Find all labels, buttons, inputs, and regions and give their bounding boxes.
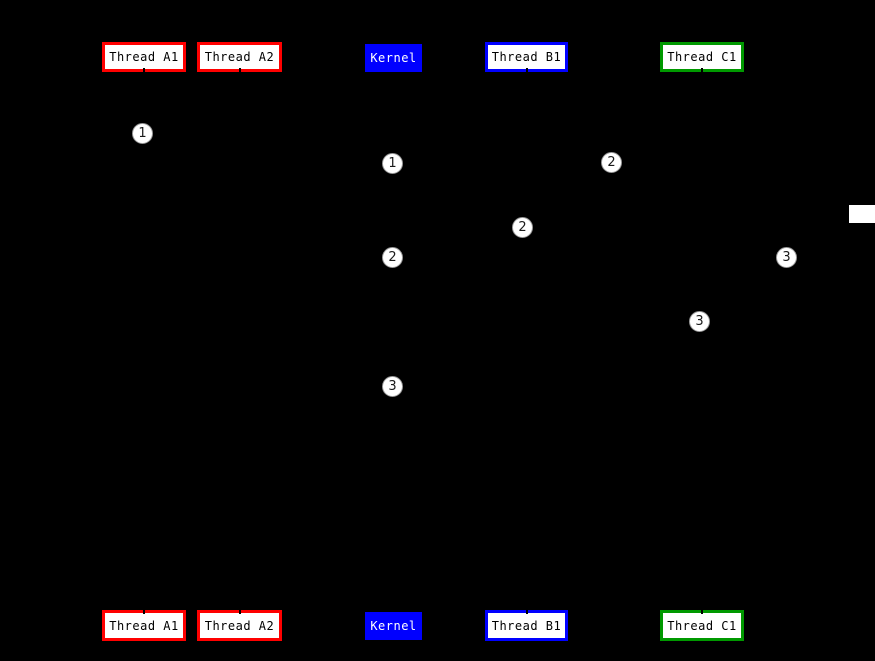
lifeline-tick	[239, 68, 241, 75]
lifeline-tick	[239, 607, 241, 614]
participant-label: Thread A1	[109, 618, 179, 633]
participant-label: Thread A1	[109, 50, 179, 64]
participant-label: Kernel	[370, 619, 417, 633]
participant-box-thread-a1-bottom: Thread A1	[102, 610, 186, 641]
participant-box-kernel-top: Kernel	[365, 44, 422, 72]
step-marker-number: 3	[695, 314, 704, 329]
participant-box-thread-b1-bottom: Thread B1	[485, 610, 568, 641]
participant-box-kernel-bottom: Kernel	[365, 612, 422, 640]
step-marker-number: 2	[607, 155, 616, 170]
participant-label: Thread C1	[667, 50, 737, 64]
step-marker-3: 3	[382, 376, 403, 397]
step-marker-number: 1	[138, 126, 147, 141]
step-marker-number: 2	[518, 220, 527, 235]
participant-box-thread-b1-top: Thread B1	[485, 42, 568, 72]
lifeline-tick	[143, 607, 145, 614]
step-marker-2: 2	[512, 217, 533, 238]
step-marker-2: 2	[382, 247, 403, 268]
participant-label: Thread B1	[491, 50, 562, 64]
step-marker-2: 2	[601, 152, 622, 173]
lifeline-tick	[526, 68, 528, 75]
step-marker-1: 1	[132, 123, 153, 144]
participant-label: Thread A2	[204, 50, 275, 64]
participant-label: Thread C1	[667, 618, 737, 633]
participant-box-thread-c1-bottom: Thread C1	[660, 610, 744, 641]
participant-label: Kernel	[370, 51, 417, 65]
clipped-note-box	[849, 205, 875, 223]
step-marker-number: 3	[388, 379, 397, 394]
lifeline-tick	[526, 607, 528, 614]
step-marker-3: 3	[689, 311, 710, 332]
participant-label: Thread B1	[491, 618, 562, 633]
step-marker-number: 2	[388, 250, 397, 265]
step-marker-1: 1	[382, 153, 403, 174]
step-marker-3: 3	[776, 247, 797, 268]
participant-label: Thread A2	[204, 618, 275, 633]
step-marker-number: 1	[388, 156, 397, 171]
participant-box-thread-a2-bottom: Thread A2	[197, 610, 282, 641]
lifeline-tick	[701, 607, 703, 614]
step-marker-number: 3	[782, 250, 791, 265]
lifeline-tick	[701, 68, 703, 75]
lifeline-tick	[143, 68, 145, 75]
